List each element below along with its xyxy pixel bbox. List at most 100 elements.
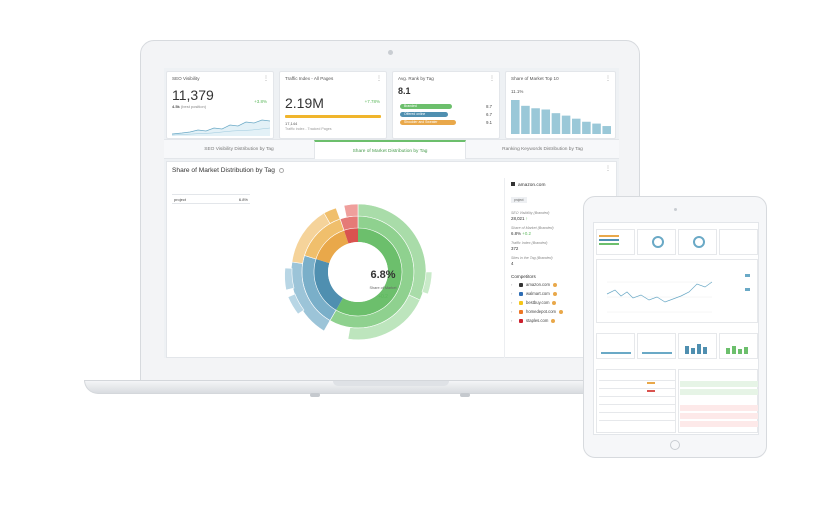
rank-tag-label: Branded bbox=[400, 104, 452, 109]
panel-title: Share of Market Distribution by Tag bbox=[172, 167, 284, 174]
competitor-favicon-icon bbox=[519, 282, 523, 287]
tab-ranking-keywords[interactable]: Ranking Keywords Distribution by Tag bbox=[502, 147, 583, 152]
tablet-mini-card bbox=[678, 333, 717, 359]
chevron-right-icon: › bbox=[511, 282, 513, 287]
tablet-home-button bbox=[670, 440, 680, 450]
tablet-table-divider bbox=[599, 380, 675, 381]
competitor-item[interactable]: › amazon.com bbox=[511, 282, 616, 288]
seo-visibility-sub: 4.5k (best position) bbox=[172, 104, 268, 109]
competitor-item[interactable]: › bestbuy.com bbox=[511, 300, 616, 306]
competitor-item[interactable]: › walmart.com bbox=[511, 291, 616, 297]
tablet-table-row bbox=[680, 421, 758, 427]
competitors-label: Competitors bbox=[511, 274, 536, 279]
laptop-foot bbox=[460, 393, 470, 397]
avg-rank-row: Branded 8.7 bbox=[398, 104, 494, 110]
competitor-favicon-icon bbox=[519, 309, 523, 314]
share-top10-bar bbox=[531, 108, 540, 134]
distribution-tabs: SEO Visibility Distribution by Tag Share… bbox=[164, 139, 619, 159]
competitor-color-dot bbox=[551, 318, 556, 323]
seo-visibility-title: SEO Visibility bbox=[172, 76, 200, 81]
project-label: project bbox=[174, 197, 187, 202]
tablet-kpi-card bbox=[678, 229, 717, 255]
rank-tag-label: Offered online bbox=[400, 112, 448, 117]
share-top10-bar bbox=[511, 100, 520, 134]
side-metric-label: Traffic Index (Branded) bbox=[511, 241, 548, 245]
seo-visibility-change: +3.8% bbox=[254, 99, 267, 104]
laptop-camera bbox=[388, 50, 393, 55]
rank-tag-value: 8.7 bbox=[486, 104, 492, 109]
share-top10-bar bbox=[582, 121, 591, 134]
competitor-color-dot bbox=[552, 282, 557, 287]
tablet-bar bbox=[601, 352, 631, 354]
tablet-bar bbox=[685, 346, 689, 354]
tablet-gauge bbox=[693, 236, 705, 248]
competitor-name: homedepot.com bbox=[526, 309, 557, 314]
tablet-mini-card bbox=[719, 333, 758, 359]
card-menu-icon[interactable]: ⋮ bbox=[605, 76, 611, 82]
competitor-name: amazon.com bbox=[526, 282, 550, 287]
tab-seo-visibility[interactable]: SEO Visibility Distribution by Tag bbox=[204, 147, 274, 152]
tab-share-of-market[interactable]: Share of Market Distribution by Tag bbox=[314, 140, 466, 159]
panel-menu-icon[interactable]: ⋮ bbox=[605, 166, 611, 172]
tablet-table-left bbox=[596, 369, 676, 433]
avg-rank-card[interactable]: Avg. Rank by Tag ⋮ 8.1 Branded 8.7 Offer… bbox=[392, 71, 500, 139]
share-top10-bar bbox=[571, 118, 581, 134]
chevron-right-icon: › bbox=[511, 300, 513, 305]
share-top10-bar bbox=[561, 115, 571, 134]
share-top10-bar bbox=[541, 109, 551, 134]
tablet-table-row bbox=[680, 381, 758, 387]
traffic-index-card[interactable]: Traffic Index - All Pages ⋮ 2.19M +7.78%… bbox=[279, 71, 387, 139]
competitor-name: walmart.com bbox=[526, 291, 550, 296]
panel-title-text: Share of Market Distribution by Tag bbox=[172, 167, 275, 174]
seo-visibility-card[interactable]: SEO Visibility ⋮ 11,379 +3.8% 4.5k (best… bbox=[166, 71, 274, 139]
traffic-index-change: +7.78% bbox=[364, 99, 380, 104]
avg-rank-row: Offered online 6.7 bbox=[398, 112, 494, 118]
sunburst-chart[interactable] bbox=[278, 192, 463, 352]
share-top10-bar bbox=[592, 123, 601, 134]
tablet-bar bbox=[738, 349, 742, 354]
competitor-color-dot bbox=[552, 300, 557, 305]
side-metric-value: 4 bbox=[511, 261, 514, 266]
competitor-item[interactable]: › homedepot.com bbox=[511, 309, 616, 315]
competitor-color-dot bbox=[552, 291, 557, 296]
share-of-market-panel: Share of Market Distribution by Tag ⋮ pr… bbox=[166, 161, 617, 358]
tablet-kpi-card bbox=[719, 229, 758, 255]
side-metric-number: 6.8% bbox=[511, 231, 522, 236]
share-top10-bar bbox=[602, 126, 611, 134]
info-icon[interactable] bbox=[278, 167, 284, 173]
chevron-right-icon: › bbox=[511, 318, 513, 323]
project-row[interactable]: project 6.8% bbox=[172, 194, 250, 204]
tablet-table-bar bbox=[647, 390, 655, 392]
card-menu-icon[interactable]: ⋮ bbox=[376, 76, 382, 82]
competitor-item[interactable]: › staples.com bbox=[511, 318, 616, 324]
tablet-bar bbox=[697, 344, 701, 354]
tablet-table-right bbox=[678, 369, 758, 433]
side-metric-extra: +0.2 bbox=[522, 231, 531, 236]
card-menu-icon[interactable]: ⋮ bbox=[489, 76, 495, 82]
center-share-label: Share of Market bbox=[369, 286, 397, 290]
traffic-index-bar bbox=[285, 115, 381, 118]
tablet-table-divider bbox=[599, 404, 675, 405]
tablet-bar bbox=[703, 347, 707, 354]
share-top10-card[interactable]: Share of Market Top 10 ⋮ 11.1% bbox=[505, 71, 616, 139]
side-metric-number: 28,021 bbox=[511, 216, 525, 221]
tablet-bar bbox=[599, 235, 619, 237]
tablet-table-row bbox=[680, 389, 758, 395]
project-value: 6.8% bbox=[238, 197, 248, 202]
tablet-gauge bbox=[652, 236, 664, 248]
card-menu-icon[interactable]: ⋮ bbox=[263, 76, 269, 82]
seo-visibility-sub-value: 4.5k bbox=[172, 104, 180, 109]
competitor-favicon-icon bbox=[519, 300, 523, 305]
amazon-favicon-icon bbox=[511, 182, 515, 186]
kpi-row: SEO Visibility ⋮ 11,379 +3.8% 4.5k (best… bbox=[166, 71, 617, 139]
tablet-table-divider bbox=[599, 396, 675, 397]
tablet-table-divider bbox=[599, 388, 675, 389]
rank-tag-label: Shoulder and Sweater bbox=[400, 120, 456, 125]
side-metric-value: 6.8% +0.2 bbox=[511, 231, 616, 236]
side-metric-label: Share of Market (Branded) bbox=[511, 226, 554, 230]
tablet-mini-card bbox=[637, 333, 676, 359]
tablet-line-chart bbox=[606, 274, 750, 313]
tablet-line-chart-card bbox=[596, 259, 758, 323]
laptop-notch bbox=[333, 381, 449, 386]
tablet-table-divider bbox=[599, 412, 675, 413]
